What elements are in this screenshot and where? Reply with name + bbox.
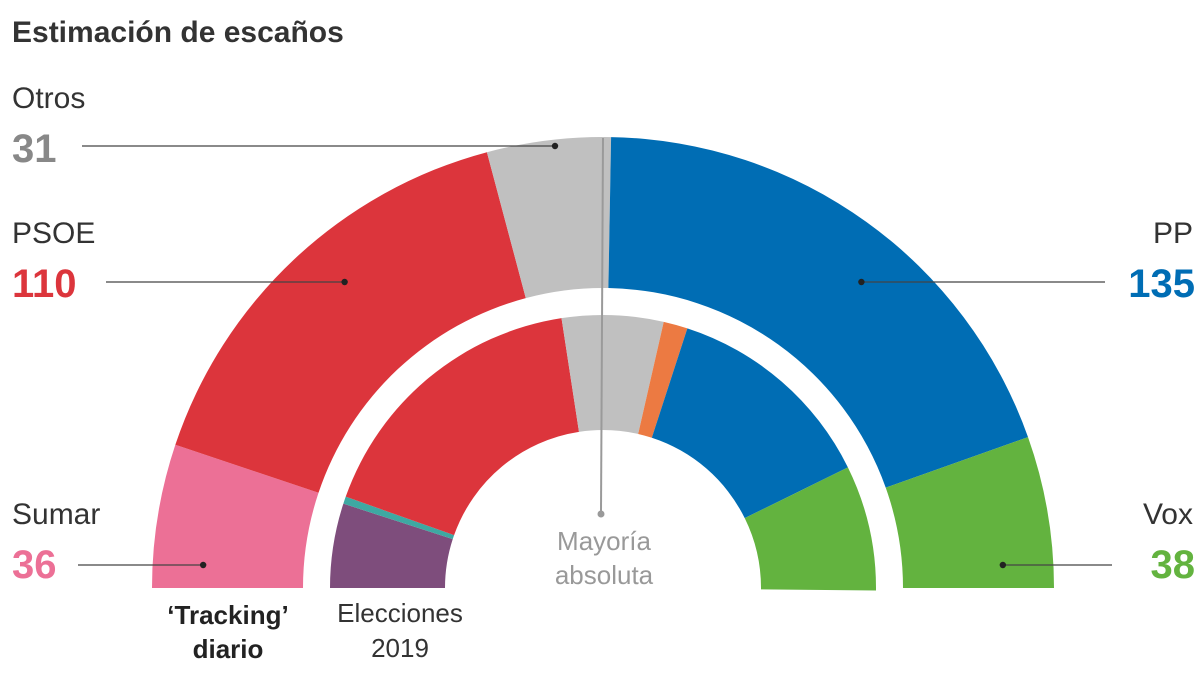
ring-1-segment-unidas-podemos [330, 503, 453, 588]
party-name-pp: PP [1153, 217, 1193, 250]
ring-0-segment-sumar [152, 444, 319, 588]
seat-rings [152, 137, 1054, 591]
party-seats-vox: 38 [1151, 543, 1196, 587]
party-name-sumar: Sumar [12, 498, 100, 531]
majority-line [600, 137, 604, 513]
ring-0-segment-psoe [175, 152, 526, 493]
majority-dot [597, 510, 605, 518]
ring-1-segment-otros [561, 314, 664, 434]
ring-0-segment-pp [608, 137, 1029, 488]
leader-dot-pp [858, 278, 865, 286]
party-name-psoe: PSOE [12, 217, 95, 250]
ring-0-segment-otros [486, 137, 612, 299]
ring-1-segment-psoe [345, 318, 579, 536]
ring-1-segment-vox [744, 467, 876, 591]
party-seats-sumar: 36 [12, 543, 57, 587]
leader-dot-vox [999, 561, 1007, 569]
ring-labels: ‘Tracking’ diario Elecciones 2019 [167, 598, 463, 664]
ring-1-segment-m-s-pa-s [343, 496, 455, 540]
party-name-otros: Otros [12, 82, 85, 115]
majority-label-line2: absoluta [555, 560, 654, 590]
party-name-vox: Vox [1143, 498, 1193, 531]
party-labels: Otros 31 PSOE 110 Sumar 36 PP 135 Vox 38 [12, 82, 1195, 587]
leader-dot-psoe [341, 278, 348, 286]
party-seats-otros: 31 [12, 127, 57, 171]
ring-1-segment-pp [651, 328, 848, 519]
label-leaders [78, 142, 1112, 569]
leader-dot-otros [551, 142, 559, 150]
party-seats-psoe: 110 [12, 262, 77, 306]
ring-label-tracking-line2: diario [193, 634, 264, 664]
ring-label-2019-line1: Elecciones [337, 598, 463, 628]
ring-1-segment-cs [638, 321, 688, 438]
ring-label-tracking-line1: ‘Tracking’ [167, 600, 288, 630]
majority-label-line1: Mayoría [557, 526, 651, 556]
ring-label-2019-line2: 2019 [371, 633, 429, 663]
ring-0-segment-vox [885, 437, 1054, 588]
leader-dot-sumar [199, 561, 207, 569]
chart-title: Estimación de escaños [12, 16, 344, 49]
majority-marker: Mayoría absoluta [555, 137, 654, 590]
party-seats-pp: 135 [1128, 262, 1195, 306]
